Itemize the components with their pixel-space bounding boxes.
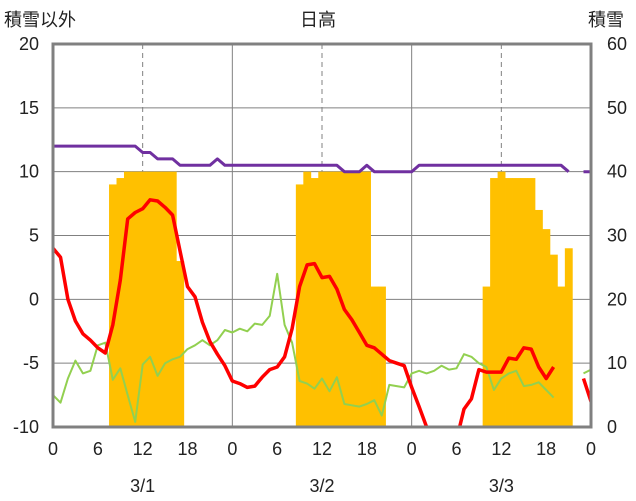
x-tick-label: 18	[177, 439, 197, 459]
date-label: 3/2	[309, 476, 334, 496]
precip-bar	[318, 171, 327, 427]
precip-bar	[153, 171, 162, 427]
precip-bar	[168, 171, 177, 427]
left-tick-label: 20	[19, 34, 39, 54]
right-tick-label: 10	[607, 353, 627, 373]
precip-bar	[527, 178, 536, 427]
x-tick-label: 12	[312, 439, 332, 459]
right-tick-label: 40	[607, 162, 627, 182]
x-tick-label: 0	[227, 439, 237, 459]
plot-frame	[51, 42, 593, 429]
x-tick-label: 0	[586, 439, 596, 459]
snow_depth-line	[53, 144, 570, 174]
chart-title: 日高	[300, 10, 336, 31]
precip-bar	[325, 171, 334, 427]
precip-bar	[310, 178, 319, 427]
x-tick-label: 0	[407, 439, 417, 459]
x-tick-label: 18	[536, 439, 556, 459]
precip-bar	[490, 178, 498, 427]
right-tick-label: 30	[607, 226, 627, 246]
left-tick-label: 0	[29, 289, 39, 309]
left-tick-label: -10	[13, 417, 39, 437]
x-tick-label: 6	[93, 439, 103, 459]
x-tick-label: 0	[48, 439, 58, 459]
precip-bar	[109, 184, 117, 427]
precip-bar	[123, 171, 132, 427]
precip-bar	[146, 171, 155, 427]
x-tick-label: 18	[357, 439, 377, 459]
x-tick-label: 6	[272, 439, 282, 459]
date-label: 3/3	[489, 476, 514, 496]
precip-bar	[512, 178, 521, 427]
right-tick-label: 60	[607, 34, 627, 54]
precip-bar	[131, 171, 140, 427]
precip-bar	[176, 261, 185, 427]
temperature-line	[53, 198, 556, 427]
precip-bar	[370, 286, 379, 427]
x-tick-label: 12	[491, 439, 511, 459]
precip-bar	[482, 286, 491, 427]
precip-bar	[378, 286, 386, 427]
green_series-line	[53, 272, 555, 423]
precip-bar	[333, 171, 342, 427]
precip-bar	[497, 171, 506, 427]
precip-bar	[295, 184, 304, 427]
precip-bar	[363, 171, 371, 427]
precip-bar	[534, 209, 543, 427]
precip-bar	[355, 171, 364, 427]
precip-bar	[348, 171, 357, 427]
left-axis-title: 積雪以外	[4, 10, 76, 31]
x-tick-label: 12	[133, 439, 153, 459]
precip-bar	[564, 248, 573, 427]
precip-bar	[303, 171, 312, 427]
precip-bar	[505, 178, 513, 427]
left-tick-label: 10	[19, 162, 39, 182]
precip-bar	[340, 171, 349, 427]
x-tick-label: 6	[451, 439, 461, 459]
left-tick-label: 15	[19, 98, 39, 118]
precip-bar	[549, 254, 558, 427]
right-tick-label: 50	[607, 98, 627, 118]
left-tick-label: -5	[23, 353, 39, 373]
precip-bar	[138, 171, 147, 427]
date-label: 3/1	[130, 476, 155, 496]
left-tick-label: 5	[29, 226, 39, 246]
precip-bar	[557, 286, 566, 427]
precip-bar	[161, 171, 170, 427]
right-tick-label: 20	[607, 289, 627, 309]
precip-bar	[542, 229, 551, 427]
precip-bar	[116, 178, 125, 427]
precip-bar	[520, 178, 528, 427]
right-axis-title: 積雪	[588, 10, 624, 31]
right-tick-label: 0	[607, 417, 617, 437]
